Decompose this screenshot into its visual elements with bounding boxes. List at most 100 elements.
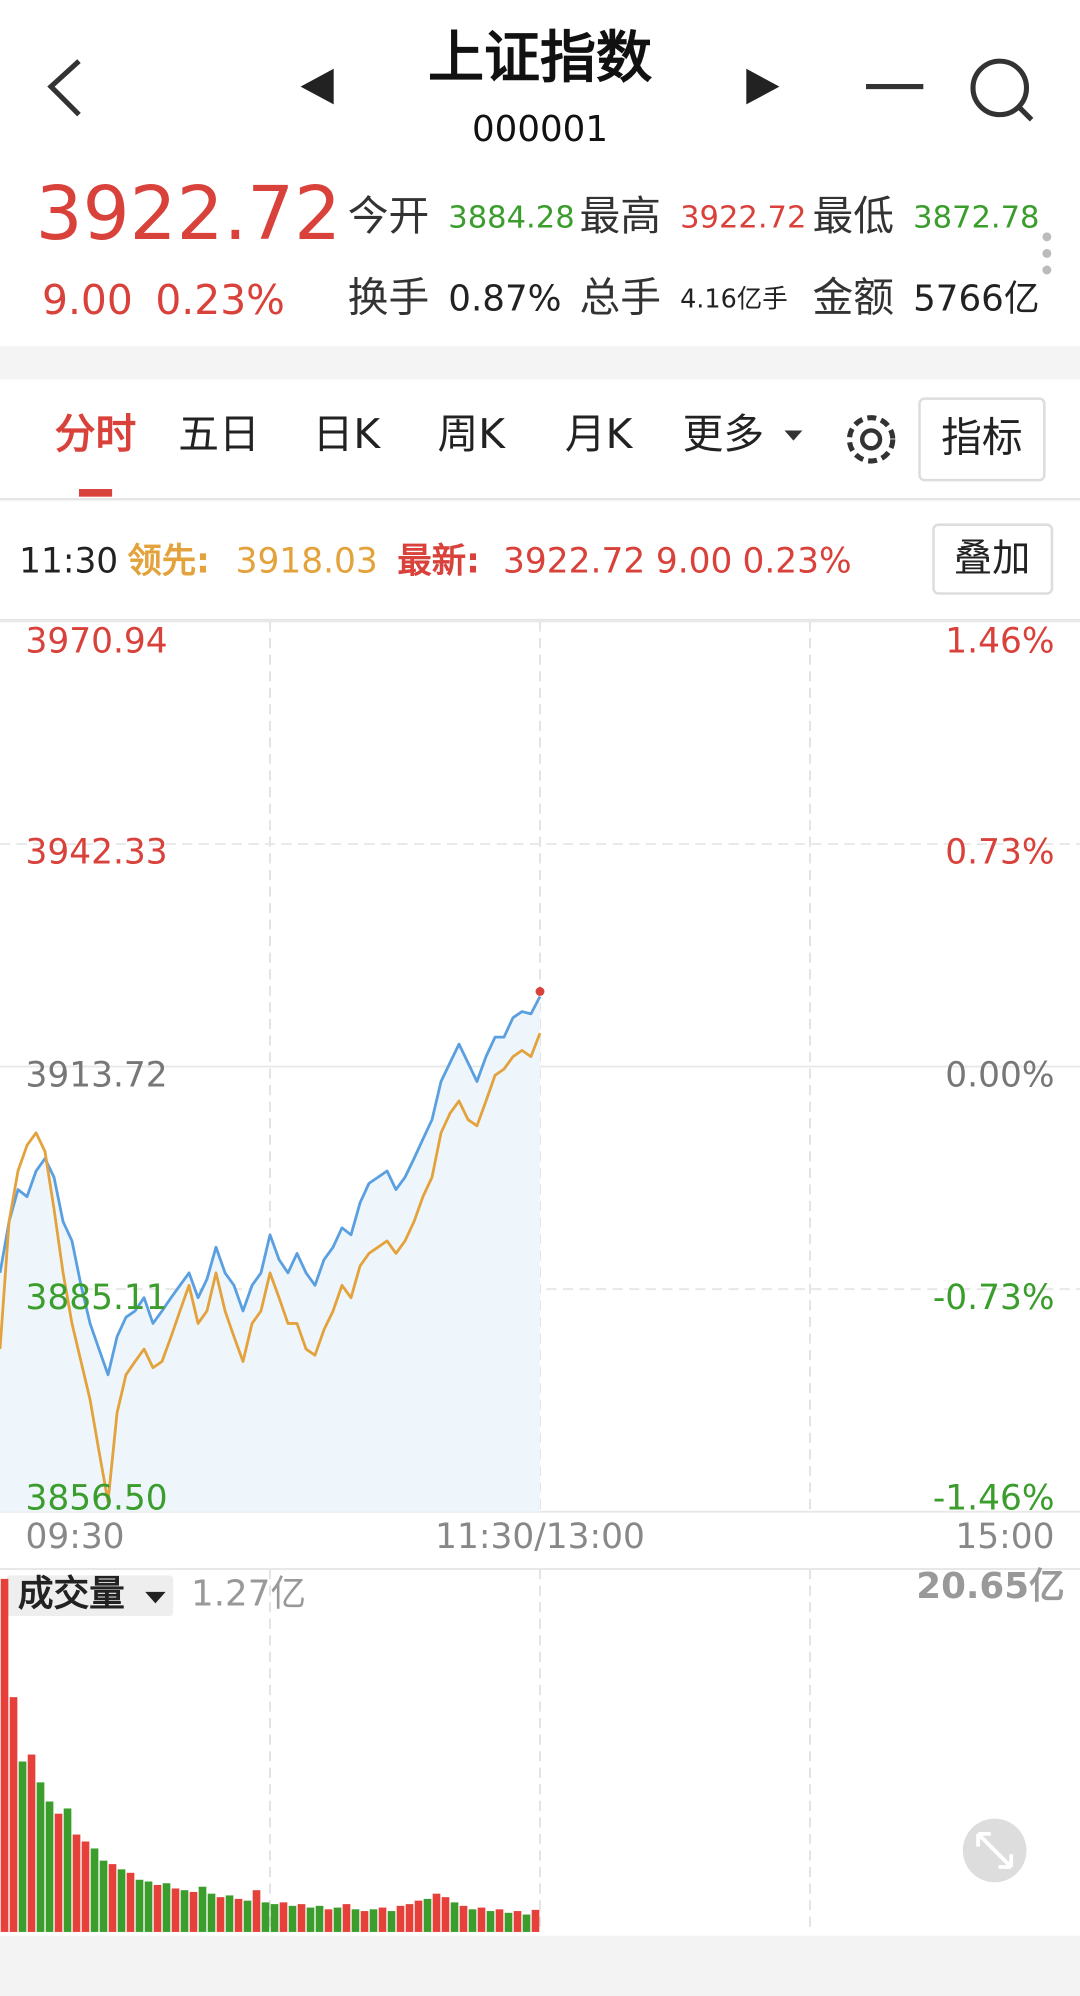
- volume-bar: [324, 1909, 333, 1932]
- expand-button[interactable]: [962, 1818, 1027, 1883]
- change-pct: 0.23%: [155, 276, 284, 324]
- y2-tick-label: 0.00%: [945, 1055, 1054, 1095]
- overlay-button[interactable]: [932, 523, 1054, 595]
- volume-bar: [90, 1848, 99, 1932]
- volume-bar: [171, 1888, 180, 1932]
- stat-label: 总手: [579, 274, 661, 322]
- volume-bar: [117, 1869, 126, 1932]
- indicator-button[interactable]: [918, 397, 1046, 482]
- overlay-label: 叠加: [954, 537, 1030, 581]
- prev-button[interactable]: [300, 68, 334, 105]
- volume-bar: [18, 1761, 27, 1932]
- volume-bar: [414, 1900, 423, 1932]
- settings-button[interactable]: [846, 415, 896, 464]
- search-button[interactable]: [970, 58, 1034, 122]
- volume-bar: [0, 1578, 9, 1932]
- latest-value: 3922.72: [503, 541, 645, 581]
- tab[interactable]: 五日: [178, 410, 260, 458]
- stat-value: 0.87%: [448, 279, 561, 320]
- lead-label: 领先:: [127, 541, 210, 581]
- tab[interactable]: 月K: [565, 410, 634, 458]
- volume-bar: [36, 1782, 45, 1932]
- volume-bar: [297, 1904, 306, 1932]
- price: 3922.72: [36, 171, 341, 257]
- volume-bar: [108, 1864, 117, 1932]
- stat-value: 3872.78: [913, 201, 1039, 236]
- x-tick-label: 09:30: [25, 1517, 124, 1557]
- volume-bar: [378, 1907, 387, 1932]
- y-tick-label: 3856.50: [25, 1479, 167, 1519]
- volume-bar: [279, 1902, 288, 1932]
- volume-bar: [531, 1909, 540, 1932]
- volume-bar: [45, 1801, 54, 1932]
- volume-bar: [189, 1891, 198, 1932]
- volume-bar: [342, 1904, 351, 1932]
- y-tick-label: 3942.33: [25, 833, 167, 873]
- lead-value: 3918.03: [236, 541, 378, 581]
- area: [0, 996, 540, 1512]
- stat-value: 5766亿: [913, 279, 1039, 320]
- volume-bar: [153, 1884, 162, 1932]
- stat-label: 最高: [579, 192, 661, 240]
- volume-bar: [261, 1902, 270, 1932]
- title: 上证指数: [428, 26, 652, 91]
- tab[interactable]: 日K: [313, 410, 382, 458]
- volume-bar: [81, 1841, 90, 1932]
- y-tick-label: 3885.11: [25, 1278, 167, 1318]
- y2-tick-label: -1.46%: [933, 1479, 1055, 1519]
- bottom-bar: [0, 1935, 1080, 1996]
- volume-bar: [360, 1911, 369, 1932]
- volume-bar: [252, 1890, 261, 1932]
- tab[interactable]: 分时: [55, 410, 137, 458]
- volume-selector[interactable]: [6, 1575, 174, 1617]
- y-tick-label: 3913.72: [25, 1055, 167, 1095]
- volume-bar: [54, 1813, 63, 1932]
- volume-label: 成交量: [18, 1574, 125, 1615]
- x-tick-label: 15:00: [955, 1517, 1054, 1557]
- volume-bar: [180, 1890, 189, 1932]
- volume-bar: [225, 1895, 234, 1932]
- volume-bar: [504, 1912, 513, 1932]
- volume-bar: [72, 1834, 81, 1932]
- next-button[interactable]: [746, 68, 780, 105]
- y2-tick-label: 1.46%: [945, 622, 1054, 662]
- last-point: [535, 987, 545, 996]
- volume-bar: [423, 1898, 432, 1932]
- y2-tick-label: 0.73%: [945, 833, 1054, 873]
- separator: [0, 346, 1080, 380]
- volume-bar: [315, 1905, 324, 1932]
- volume-tick-label: 20.65亿: [916, 1566, 1064, 1607]
- volume-bar: [270, 1904, 279, 1932]
- volume-bar: [144, 1881, 153, 1932]
- volume-bar: [216, 1897, 225, 1932]
- volume-bar: [396, 1905, 405, 1932]
- volume-bar: [351, 1909, 360, 1932]
- stat-value: 3922.72: [680, 201, 806, 236]
- tab-indicator: [78, 489, 113, 497]
- volume-bar: [63, 1808, 72, 1932]
- more-tab[interactable]: 更多: [683, 410, 765, 458]
- volume-arrow: [145, 1591, 166, 1604]
- stat-value: 4.16亿手: [680, 285, 788, 315]
- volume-bar: [9, 1697, 18, 1932]
- line: [0, 1032, 542, 1504]
- stat-label: 金额: [813, 274, 895, 322]
- indicator-label: 指标: [941, 414, 1023, 462]
- volume-bar: [495, 1909, 504, 1932]
- stat-value: 3884.28: [448, 201, 574, 236]
- y-tick-label: 3970.94: [25, 622, 167, 662]
- code: 000001: [472, 109, 608, 150]
- more-arrow: [784, 430, 803, 441]
- volume-bar: [432, 1893, 441, 1932]
- change: 9.00: [42, 276, 133, 324]
- y2-tick-label: -0.73%: [933, 1278, 1055, 1318]
- more-dots[interactable]: [1042, 232, 1052, 275]
- volume-bar: [513, 1911, 522, 1932]
- volume-latest: 1.27亿: [191, 1574, 306, 1615]
- tab[interactable]: 周K: [437, 410, 506, 458]
- back-button[interactable]: [47, 59, 81, 117]
- volume-bar: [198, 1886, 207, 1932]
- volume-bar: [441, 1897, 450, 1932]
